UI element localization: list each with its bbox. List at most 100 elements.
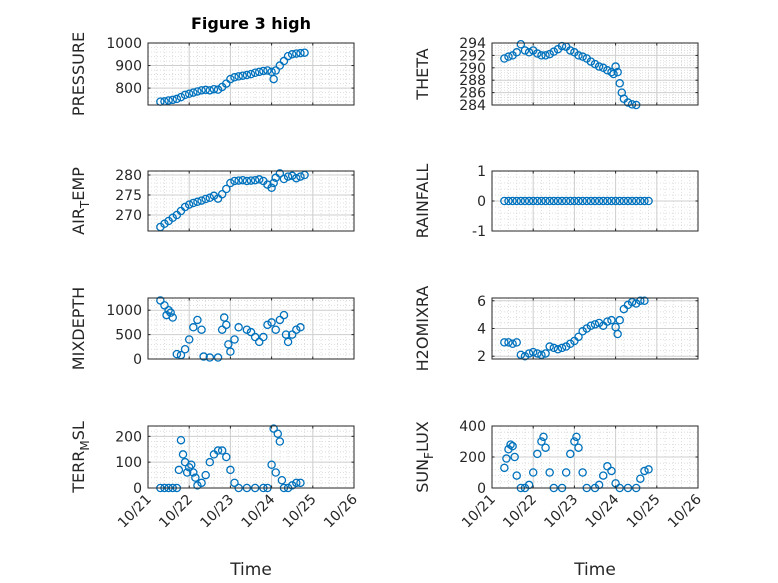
data-point: [189, 468, 198, 477]
data-point: [250, 175, 260, 185]
data-point: [275, 169, 285, 178]
axes-box: [147, 170, 355, 232]
data-point: [636, 474, 645, 483]
x-axis-label-left: Time: [229, 560, 272, 580]
data-point: [590, 320, 600, 329]
data-point: [623, 196, 633, 206]
data-point: [500, 54, 509, 63]
data-point: [166, 308, 175, 317]
data-point: [615, 315, 624, 325]
y-axis-label: TERRMSL: [69, 421, 92, 494]
data-point: [217, 446, 227, 455]
data-point: [222, 320, 231, 330]
data-point: [582, 196, 592, 206]
data-point: [292, 478, 301, 488]
data-point: [271, 66, 280, 75]
y-tick-label: 500: [115, 328, 142, 344]
data-point: [238, 71, 248, 80]
y-tick-label: 294: [459, 36, 486, 52]
data-point: [189, 88, 198, 97]
data-point: [234, 176, 243, 185]
data-point: [615, 79, 624, 88]
y-tick-label: 6: [477, 294, 486, 310]
data-point: [590, 59, 600, 69]
data-point: [279, 56, 289, 66]
data-point: [193, 315, 202, 325]
data-point: [250, 332, 260, 342]
y-tick-label: 284: [459, 98, 486, 114]
data-point: [572, 432, 581, 442]
data-point: [292, 325, 301, 334]
data-point: [631, 196, 641, 206]
y-tick-label: 800: [115, 81, 142, 97]
data-point: [524, 48, 534, 57]
data-point: [156, 296, 165, 305]
data-point: [508, 339, 517, 348]
data-point: [627, 100, 637, 109]
data-point: [205, 457, 215, 467]
data-point: [533, 196, 542, 206]
data-point: [213, 353, 223, 362]
data-point: [545, 49, 554, 59]
y-tick-label: 1000: [106, 36, 142, 52]
data-point: [197, 325, 206, 334]
data-point: [246, 327, 256, 337]
data-point: [281, 330, 291, 339]
data-point: [201, 85, 210, 95]
data-point: [574, 443, 583, 452]
data-point: [217, 189, 227, 199]
data-point: [524, 196, 534, 206]
data-point: [500, 338, 509, 347]
y-tick-label: 288: [459, 73, 486, 89]
data-point: [242, 176, 252, 186]
data-point: [222, 452, 231, 462]
data-point: [574, 196, 583, 206]
data-point: [549, 343, 559, 353]
data-point: [296, 478, 305, 488]
y-tick-label: 0: [133, 352, 142, 368]
data-point: [230, 176, 239, 186]
data-point: [205, 193, 215, 203]
data-point: [226, 347, 235, 356]
data-point: [607, 67, 616, 77]
data-point: [520, 46, 530, 55]
data-point: [300, 48, 309, 57]
data-point: [172, 349, 182, 359]
data-point: [594, 196, 604, 206]
data-point: [528, 196, 538, 206]
data-point: [209, 84, 219, 94]
y-tick-label: -1: [472, 224, 486, 240]
data-point: [275, 315, 285, 325]
data-point: [508, 196, 517, 206]
data-point: [640, 196, 649, 206]
data-point: [219, 313, 229, 322]
data-point: [277, 475, 287, 485]
data-point: [537, 51, 546, 60]
y-tick-label: 280: [115, 168, 142, 184]
data-point: [250, 68, 260, 78]
data-point: [541, 51, 550, 60]
data-point: [541, 443, 550, 452]
data-point: [269, 74, 278, 84]
data-point: [516, 196, 526, 206]
data-point: [510, 452, 519, 462]
data-point: [267, 183, 276, 193]
data-point: [222, 184, 231, 194]
data-point: [254, 337, 264, 347]
data-point: [180, 90, 190, 100]
y-axis-label: PRESSURE: [69, 32, 88, 116]
data-point: [539, 432, 548, 442]
data-point: [184, 200, 194, 209]
y-axis-label: AIRTEMP: [69, 167, 92, 235]
data-point: [566, 449, 575, 459]
data-point: [176, 435, 186, 445]
data-point: [586, 321, 596, 330]
axes-box: [491, 425, 699, 489]
data-point: [189, 323, 198, 332]
y-axis-label: MIXDEPTH: [69, 287, 88, 370]
data-point: [570, 196, 579, 206]
data-point: [533, 49, 542, 58]
data-point: [205, 86, 215, 95]
data-point: [267, 318, 276, 327]
